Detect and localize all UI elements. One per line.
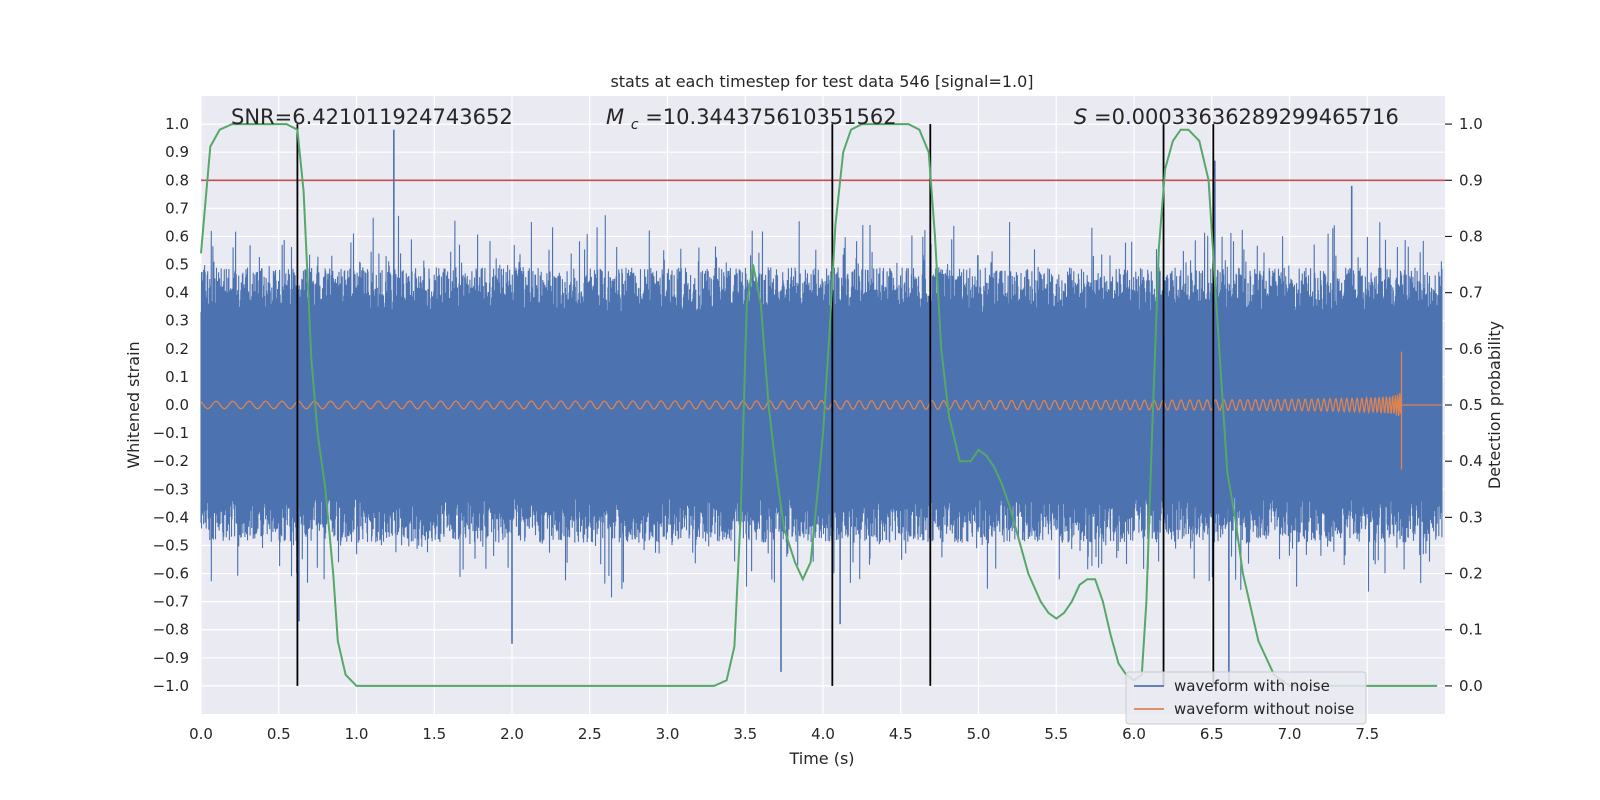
y2-tick-label: 0.7 [1459,284,1483,302]
x-axis-label: Time (s) [788,749,854,768]
x-tick-label: 5.0 [967,725,991,743]
mc-value: =10.344375610351562 [645,105,896,129]
y2-tick-label: 0.2 [1459,565,1483,583]
y-tick-label: −0.3 [153,480,189,498]
y2-tick-label: 0.4 [1459,452,1483,470]
y-tick-label: −0.4 [153,508,189,526]
y2-tick-label: 0.1 [1459,621,1483,639]
waveform-without-noise-line [200,351,1442,470]
waveform-without-noise-series [200,351,1442,470]
y-tick-label: 1.0 [165,115,189,133]
legend-label-noise: waveform with noise [1174,677,1330,695]
y-tick-label: −0.6 [153,565,189,583]
y2-tick-label: 0.5 [1459,396,1483,414]
y2-axis-label: Detection probability [1485,321,1504,489]
y-tick-label: 0.7 [165,199,189,217]
s-value: =0.00033636289299465716 [1094,105,1399,129]
y-tick-label: −0.8 [153,621,189,639]
x-tick-label: 2.0 [500,725,524,743]
y-tick-label: −0.2 [153,452,189,470]
x-tick-label: 4.0 [811,725,835,743]
overlay [200,123,1445,687]
y-tick-label: 0.9 [165,143,189,161]
chart-title: stats at each timestep for test data 546… [610,72,1033,91]
waveform-with-noise-series [200,129,1443,686]
y2-tick-label: 1.0 [1459,115,1483,133]
y-tick-label: −0.1 [153,424,189,442]
y-tick-label: −0.9 [153,649,189,667]
x-tick-label: 1.5 [422,725,446,743]
y-tick-label: −0.5 [153,536,189,554]
y-tick-label: 0.4 [165,284,189,302]
legend-box [1125,671,1367,725]
y-tick-label: −0.7 [153,593,189,611]
y2-tick-label: 0.9 [1459,171,1483,189]
y-tick-label: 0.8 [165,171,189,189]
y-tick-label: −1.0 [153,677,189,695]
y-tick-label: 0.6 [165,227,189,245]
x-tick-label: 7.5 [1355,725,1379,743]
mc-symbol: M [606,105,624,129]
y-tick-label: 0.1 [165,368,189,386]
legend: waveform with noise waveform without noi… [1125,671,1367,725]
s-symbol: S [1074,105,1087,129]
x-tick-label: 0.0 [189,725,213,743]
detection-probability-line [200,123,1438,687]
x-tick-label: 6.0 [1122,725,1146,743]
x-tick-label: 6.5 [1200,725,1224,743]
mc-annotation: M c =10.344375610351562 [606,105,897,134]
x-tick-label: 4.5 [889,725,913,743]
y-axis-label: Whitened strain [124,341,143,468]
x-tick-label: 0.5 [267,725,291,743]
waveform-with-noise-line [200,215,1443,598]
legend-label-clean: waveform without noise [1174,700,1354,718]
ticks: 0.0 0.5 1.0 1.5 2.0 2.5 3.0 3.5 4.0 4.5 5.0 5.5 6.0 6… [153,115,1483,743]
x-tick-label: 5.5 [1044,725,1068,743]
y-tick-label: 0.5 [165,256,189,274]
s-annotation: S =0.00033636289299465716 [1074,105,1399,129]
x-tick-label: 7.0 [1278,725,1302,743]
x-tick-label: 2.5 [578,725,602,743]
y2-tick-label: 0.8 [1459,227,1483,245]
y-tick-label: 0.3 [165,312,189,330]
y2-tick-label: 0.0 [1459,677,1483,695]
mc-subscript: c [631,117,639,133]
y2-tick-label: 0.3 [1459,508,1483,526]
y-tick-label: 0.0 [165,396,189,414]
y-tick-label: 0.2 [165,340,189,358]
y2-tick-label: 0.6 [1459,340,1483,358]
x-tick-label: 3.5 [733,725,757,743]
snr-annotation: SNR=6.421011924743652 [231,105,513,129]
x-tick-label: 3.0 [656,725,680,743]
x-tick-label: 1.0 [345,725,369,743]
